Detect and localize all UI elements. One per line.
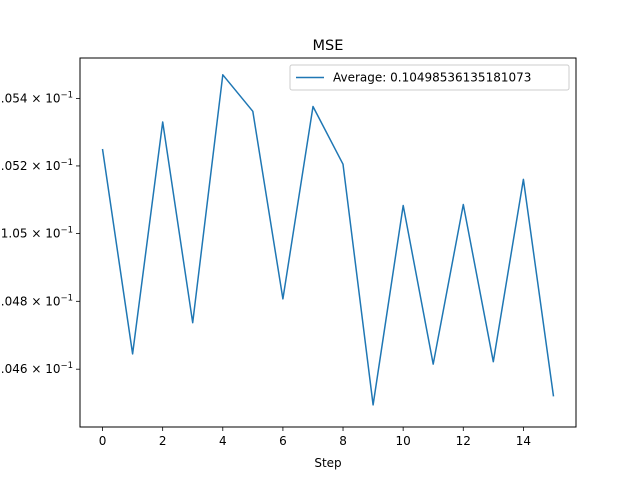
x-tick-label: 12: [456, 434, 471, 448]
y-axis-ticks: 1.046 × 10−1 1.048 × 10−1 1.05 × 10−1 1.052…: [0, 90, 80, 376]
legend: Average: 0.10498536135181073: [289, 64, 570, 91]
x-tick-label: 2: [159, 434, 167, 448]
y-tick-label: 1.048 × 10−1: [0, 293, 73, 308]
axes-frame: [79, 57, 577, 428]
legend-label-average: Average: 0.10498536135181073: [333, 71, 531, 85]
x-axis-ticks: 0 2 4 6 8 10 12 14: [99, 427, 531, 448]
y-tick-label: 1.052 × 10−1: [0, 158, 73, 173]
series-line-average: [101, 74, 555, 406]
legend-box: [289, 64, 570, 91]
chart-title: MSE: [313, 38, 344, 54]
x-tick-label: 14: [516, 434, 531, 448]
y-tick-label: 1.046 × 10−1: [0, 361, 73, 376]
x-axis-label: Step: [314, 456, 341, 470]
y-tick-label: 1.05 × 10−1: [1, 226, 73, 241]
x-tick-label: 8: [339, 434, 347, 448]
x-tick-label: 0: [99, 434, 107, 448]
series-group: [101, 74, 555, 406]
x-tick-label: 4: [219, 434, 227, 448]
x-tick-label: 10: [396, 434, 411, 448]
x-tick-label: 6: [279, 434, 287, 448]
y-tick-label: 1.054 × 10−1: [0, 90, 73, 105]
